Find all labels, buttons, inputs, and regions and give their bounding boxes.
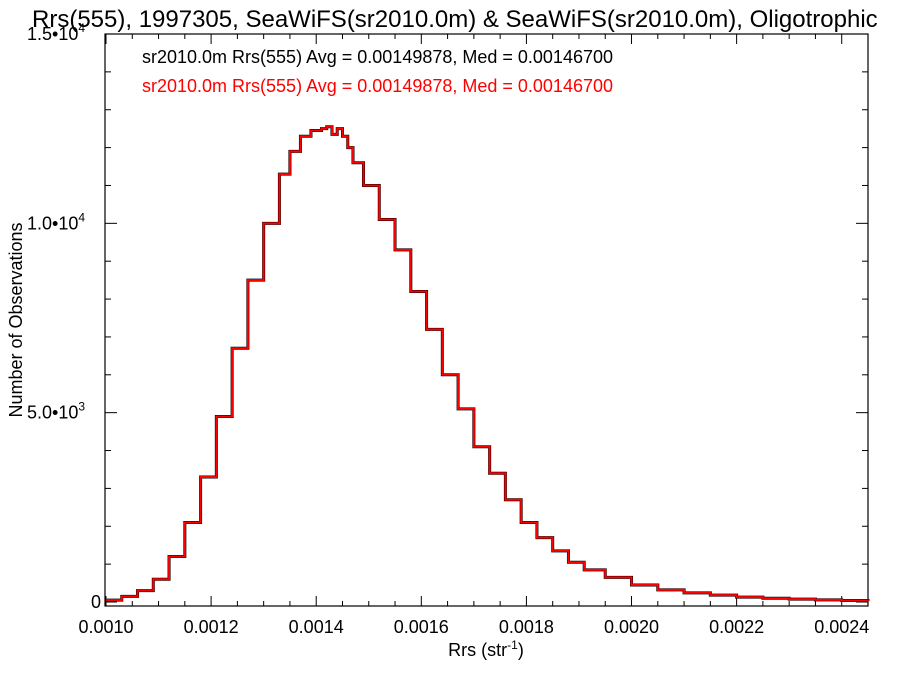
x-tick-label: 0.0012 [184,617,239,637]
histogram-series-black [106,125,870,602]
series-layer [106,125,870,602]
x-tick-label: 0.0010 [78,617,133,637]
x-tick-label: 0.0018 [499,617,554,637]
legend-entry-black: sr2010.0m Rrs(555) Avg = 0.00149878, Med… [142,47,613,67]
y-tick-label: 1.0•104 [27,210,85,233]
y-tick-label: 1.5•104 [27,21,85,44]
x-tick-label: 0.0022 [709,617,764,637]
x-tick-label: 0.0020 [604,617,659,637]
axis-ticks [105,33,869,606]
legend-entry-red: sr2010.0m Rrs(555) Avg = 0.00149878, Med… [142,76,613,96]
histogram-series-red [106,125,869,602]
y-tick-label: 0 [91,592,101,612]
x-tick-label: 0.0024 [814,617,869,637]
chart-title: Rrs(555), 1997305, SeaWiFS(sr2010.0m) & … [32,6,878,33]
plot-frame [104,33,869,607]
y-axis-label: Number of Observations [6,222,26,417]
x-axis-label: Rrs (str-1) [448,638,524,660]
x-tick-label: 0.0016 [394,617,449,637]
x-tick-label: 0.0014 [289,617,344,637]
y-tick-label: 5.0•103 [27,400,85,423]
axis-tick-labels: 0.0010 0.0012 0.0014 0.0016 0.0018 0.0020 0.00… [27,21,869,637]
